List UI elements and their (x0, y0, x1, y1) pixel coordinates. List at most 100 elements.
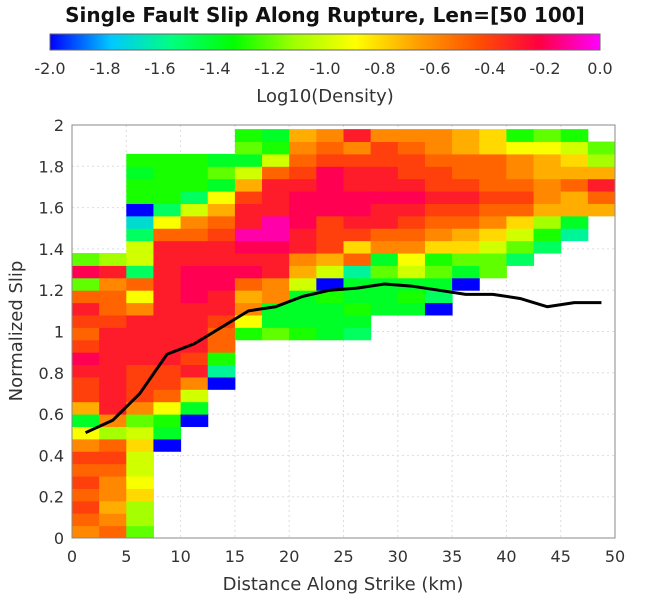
heatmap-cell (126, 364, 154, 378)
heatmap-cell (479, 153, 507, 167)
heatmap-cell (99, 500, 127, 514)
heatmap-cell (289, 327, 317, 341)
heatmap-cell (99, 364, 127, 378)
heatmap-cell (153, 277, 182, 291)
heatmap-cell (452, 253, 480, 266)
y-tick-label: 1.6 (39, 199, 64, 218)
heatmap-cell (397, 302, 426, 316)
heatmap-cell (180, 314, 209, 328)
heatmap-cell (180, 228, 209, 242)
heatmap-cell (126, 451, 154, 465)
heatmap-cell (343, 153, 372, 167)
heatmap-cell (343, 253, 372, 266)
heatmap-cell (126, 203, 154, 217)
heatmap-cell (180, 277, 209, 291)
heatmap-cell (180, 327, 209, 341)
heatmap-cell (234, 240, 263, 254)
heatmap-cell (234, 191, 263, 204)
heatmap-cell (479, 203, 507, 217)
heatmap-cell (479, 228, 507, 242)
heatmap-cell (180, 215, 209, 229)
plot-frame (71, 124, 616, 539)
heatmap-cell (370, 191, 399, 204)
heatmap-cell (153, 414, 182, 427)
heatmap-cell (587, 191, 616, 204)
heatmap-cell (153, 153, 182, 167)
heatmap-cell (99, 302, 127, 316)
heatmap-cell (479, 191, 507, 204)
heatmap-cell (506, 178, 535, 192)
heatmap-cell (180, 265, 209, 279)
colorbar-tick-label: -2.0 (34, 59, 65, 78)
heatmap-cell (126, 513, 154, 527)
heatmap-cell (560, 153, 589, 167)
heatmap-cell (424, 253, 453, 266)
heatmap-cell (533, 166, 562, 180)
heatmap-cell (207, 339, 236, 353)
heatmap-cell (72, 339, 100, 353)
heatmap-cell (289, 265, 317, 279)
heatmap-cell (343, 265, 372, 279)
heatmap-cell (99, 488, 127, 502)
heatmap-cell (560, 191, 589, 204)
heatmap-cell (560, 141, 589, 155)
heatmap-cell (397, 253, 426, 266)
heatmap-cell (126, 500, 154, 514)
heatmap-cell (207, 364, 236, 378)
heatmap-cell (424, 129, 453, 143)
x-tick-label: 30 (388, 547, 408, 566)
heatmap-cell (180, 414, 209, 427)
heatmap-cell (316, 314, 344, 328)
heatmap-cell (424, 277, 453, 291)
heatmap-cell (343, 191, 372, 204)
colorbar-ticks: -2.0 -1.8 -1.6 -1.4 -1.2 -1.0 -0.8 -0.6 -0.4 -0.2… (34, 59, 612, 78)
heatmap-cell (452, 265, 480, 279)
heatmap-cell (370, 265, 399, 279)
heatmap-cell (506, 215, 535, 229)
heatmap-cell (316, 215, 344, 229)
heatmap-cell (506, 141, 535, 155)
heatmap-cell (234, 302, 263, 316)
heatmap-cell (126, 352, 154, 366)
heatmap-cell (262, 141, 290, 155)
heatmap-cell (343, 240, 372, 254)
heatmap-cell (479, 178, 507, 192)
heatmap-cell (99, 265, 127, 279)
heatmap-cell (397, 129, 426, 143)
heatmap-cell (452, 228, 480, 242)
heatmap-cell (560, 129, 589, 143)
heatmap-cell (126, 376, 154, 390)
heatmap-cell (72, 277, 100, 291)
chart-title: Single Fault Slip Along Rupture, Len=[50… (65, 3, 585, 27)
heatmap-cell (370, 203, 399, 217)
heatmap-cell (397, 290, 426, 304)
heatmap-cell (424, 228, 453, 242)
heatmap-cell (153, 166, 182, 180)
heatmap-cell (370, 141, 399, 155)
heatmap-cell (99, 513, 127, 527)
x-tick-label: 45 (551, 547, 571, 566)
y-tick-label: 0.8 (39, 364, 64, 383)
heatmap-cell (72, 438, 100, 452)
heatmap-cell (180, 203, 209, 217)
heatmap-cell (343, 290, 372, 304)
heatmap-cell (397, 228, 426, 242)
heatmap-cell (72, 463, 100, 477)
heatmap-cell (126, 228, 154, 242)
heatmap-cell (99, 426, 127, 440)
heatmap-cell (153, 203, 182, 217)
heatmap-cell (180, 401, 209, 415)
heatmap-cell (126, 401, 154, 415)
heatmap-cell (72, 500, 100, 514)
heatmap-cell (207, 228, 236, 242)
heatmap-cell (126, 253, 154, 266)
heatmap-cell (533, 203, 562, 217)
heatmap-cell (397, 141, 426, 155)
heatmap-cell (479, 129, 507, 143)
heatmap-cell (533, 153, 562, 167)
heatmap-cell (207, 203, 236, 217)
heatmap-cell (343, 203, 372, 217)
heatmap-cell (262, 265, 290, 279)
heatmap-cell (207, 302, 236, 316)
